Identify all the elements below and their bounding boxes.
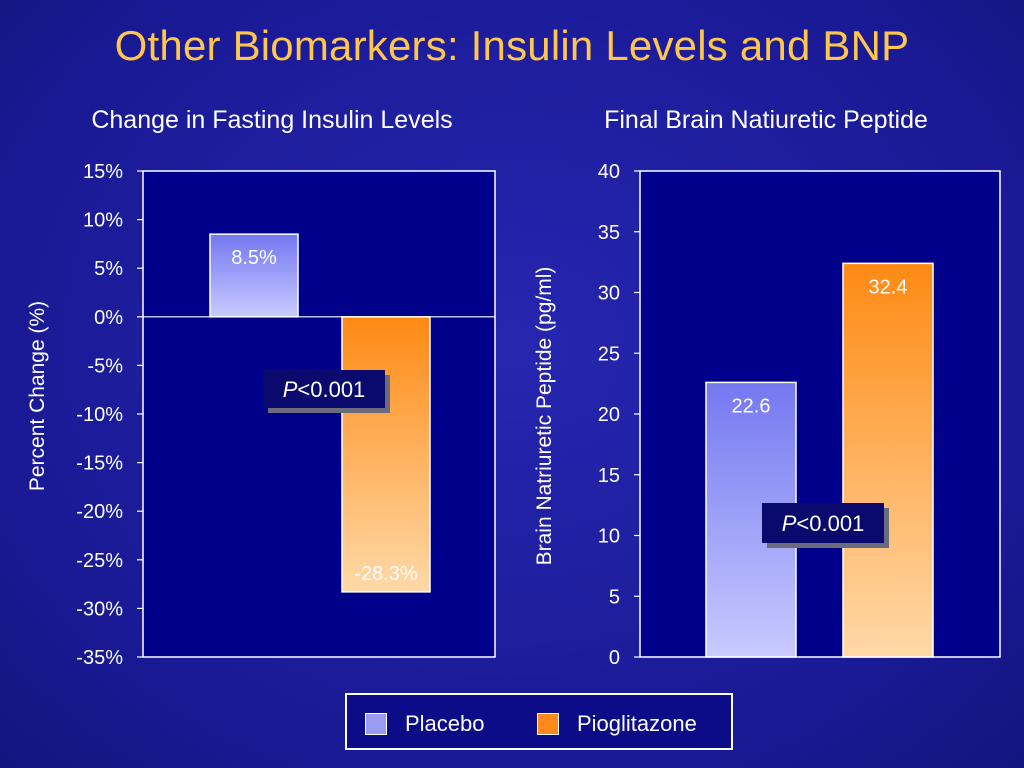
chart2-data-label-pioglitazone: 32.4 <box>869 276 908 298</box>
chart2-tick-label: 10 <box>598 526 620 548</box>
chart1-pvalue-box <box>263 370 385 408</box>
chart1-tick-label: -10% <box>76 404 123 426</box>
chart2-tick-label: 20 <box>598 404 620 426</box>
charts-canvas: Change in Fasting Insulin Levels Percent … <box>26 106 1001 669</box>
legend-swatch-pioglitazone <box>537 713 559 735</box>
legend-label-pioglitazone: Pioglitazone <box>577 711 697 736</box>
chart2-pvalue-value: <0.001 <box>796 511 864 536</box>
chart2-pvalue-box <box>762 503 884 543</box>
legend-item-placebo: Placebo <box>365 711 485 737</box>
chart2-tick-label: 25 <box>598 343 620 365</box>
legend-swatch-placebo <box>365 713 387 735</box>
chart1-tick-label: 10% <box>83 210 123 232</box>
chart1-tick-label: 5% <box>94 258 123 280</box>
chart1-tick-label: -30% <box>76 598 123 620</box>
chart1-plot-area <box>142 170 496 658</box>
chart1-tick-label: 15% <box>83 161 123 183</box>
slide-title: Other Biomarkers: Insulin Levels and BNP <box>114 22 910 69</box>
chart1-tick-label: -5% <box>87 355 123 377</box>
chart1-pvalue-text: P<0.001 <box>283 377 366 402</box>
chart2-y-axis-label: Brain Natriuretic Peptide (pg/ml) <box>533 267 556 566</box>
chart2-tick-label: 5 <box>609 586 620 608</box>
chart2-tick-label: 35 <box>598 222 620 244</box>
chart1-title: Change in Fasting Insulin Levels <box>91 106 452 134</box>
chart2-tick-label: 15 <box>598 465 620 487</box>
chart1-tick-label: 0% <box>94 307 123 329</box>
chart1-bar-pioglitazone <box>341 316 431 593</box>
chart2-data-label-placebo: 22.6 <box>732 395 771 417</box>
chart1-tick-label: -35% <box>76 647 123 669</box>
chart2-tick-label: 0 <box>609 647 620 669</box>
chart2-bar-pioglitazone <box>842 262 934 658</box>
chart1-tick-label: -20% <box>76 501 123 523</box>
chart1-data-label-placebo: 8.5% <box>231 247 277 269</box>
chart2-pvalue-text: P<0.001 <box>782 511 865 536</box>
chart2-plot-area <box>639 170 1001 658</box>
legend: Placebo Pioglitazone <box>345 693 733 750</box>
chart2-title: Final Brain Natiuretic Peptide <box>604 106 928 134</box>
chart1-tick-label: -25% <box>76 550 123 572</box>
chart1-bar-placebo <box>209 233 299 318</box>
chart2-tick-label: 30 <box>598 283 620 305</box>
chart2-pvalue-p: P <box>782 511 797 536</box>
legend-item-pioglitazone: Pioglitazone <box>537 711 697 737</box>
chart1-pvalue-value: <0.001 <box>297 377 365 402</box>
chart2-tick-label: 40 <box>598 161 620 183</box>
chart1-y-axis-label: Percent Change (%) <box>26 301 49 491</box>
chart1-pvalue-p: P <box>283 377 298 402</box>
chart1-data-label-pioglitazone: -28.3% <box>354 563 418 585</box>
legend-label-placebo: Placebo <box>405 711 485 736</box>
chart1-tick-label: -15% <box>76 453 123 475</box>
